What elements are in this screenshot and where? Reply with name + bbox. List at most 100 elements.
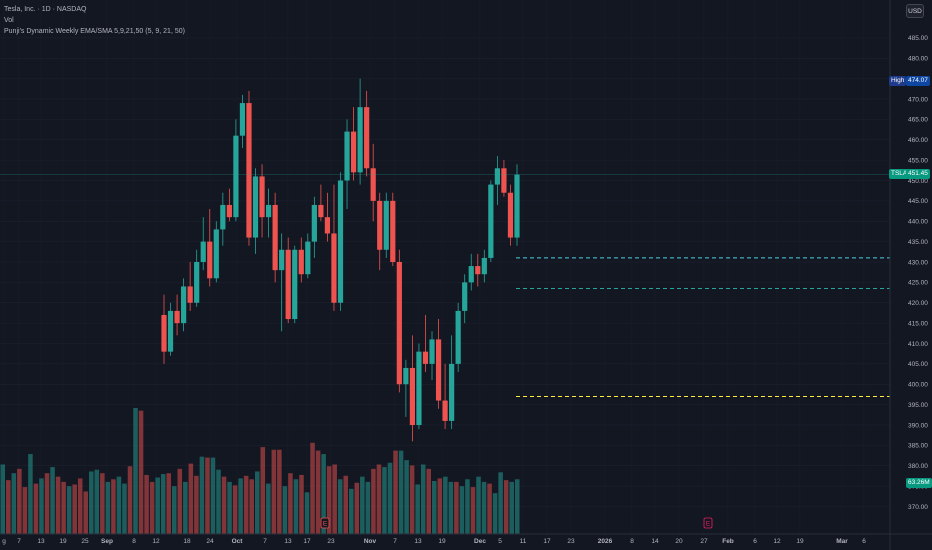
- time-tick-label: 8: [132, 538, 136, 545]
- volume-bar: [44, 473, 50, 534]
- volume-bar: [55, 476, 61, 534]
- time-tick-label: 8: [630, 538, 634, 545]
- ma-levels: [516, 257, 890, 397]
- volume-bar: [465, 479, 470, 534]
- price-tick-label: 435.00: [908, 239, 928, 246]
- volume-label[interactable]: Vol: [4, 17, 14, 24]
- time-tick-label: 20: [675, 538, 683, 545]
- candle-body: [409, 367, 416, 425]
- volume-bar: [221, 476, 227, 534]
- price-tick-label: 450.00: [908, 178, 928, 185]
- earnings-marker-icon: [320, 517, 330, 529]
- time-tick-label: 6: [753, 538, 757, 545]
- volume-bar: [448, 481, 454, 534]
- candle-body: [167, 310, 174, 352]
- volume-bar: [332, 464, 337, 534]
- currency-button[interactable]: USD: [906, 4, 924, 18]
- time-tick-label: 19: [59, 538, 67, 545]
- high-value-tag: 474.07: [906, 76, 930, 86]
- candle-body: [292, 249, 298, 320]
- volume-bar: [349, 488, 354, 534]
- volume-value-tag: 63.26M: [906, 478, 932, 488]
- candle-body: [318, 204, 324, 218]
- volume-bar: [365, 481, 371, 534]
- time-tick-label: 5: [498, 538, 502, 545]
- candle-body: [514, 174, 520, 238]
- volume-bar: [326, 466, 332, 534]
- candle-body: [357, 107, 363, 173]
- candle-body: [200, 241, 206, 262]
- candle-body: [488, 184, 494, 258]
- candle-body: [233, 135, 239, 218]
- volume-bar: [315, 450, 321, 534]
- candle-body: [337, 180, 344, 303]
- volume-bar: [100, 473, 105, 534]
- candlesticks: [161, 78, 520, 442]
- volume-bar: [72, 484, 77, 534]
- volume-bar: [514, 479, 520, 534]
- candle-body: [449, 363, 455, 421]
- indicator-label[interactable]: Punji's Dynamic Weekly EMA/SMA 5,9,21,50…: [4, 28, 185, 35]
- price-tick-label: 370.00: [908, 504, 928, 511]
- symbol-title[interactable]: Tesla, Inc. · 1D · NASDAQ: [4, 6, 87, 13]
- candle-body: [324, 217, 331, 234]
- time-tick-label: 11: [520, 538, 527, 545]
- price-tick-label: 395.00: [908, 402, 928, 409]
- last-price-tag: 451.45: [906, 169, 930, 179]
- candle-body: [239, 103, 246, 136]
- volume-bar: [382, 467, 387, 534]
- volume-bar: [459, 486, 465, 534]
- volume-bar: [288, 473, 293, 534]
- candle-body: [226, 204, 232, 218]
- volume-bar: [232, 485, 238, 534]
- candle-body: [390, 200, 396, 262]
- volume-bar: [371, 468, 376, 534]
- volume-bar: [398, 450, 404, 534]
- earnings-marker-icon: [703, 517, 713, 529]
- time-tick-label: 13: [284, 538, 292, 545]
- symbol-label: TSLA: [891, 170, 908, 177]
- time-tick-label: 14: [651, 538, 659, 545]
- time-tick-label: 17: [543, 538, 551, 545]
- volume-value: 63.26M: [908, 479, 930, 486]
- candle-body: [364, 107, 370, 169]
- volume-bar: [387, 462, 393, 534]
- candle-body: [396, 262, 402, 385]
- volume-bar: [249, 479, 254, 534]
- volume-bar: [254, 471, 260, 534]
- candle-body: [285, 249, 291, 320]
- volume-bars: [0, 408, 520, 534]
- volume-bar: [50, 467, 55, 534]
- price-tick-label: 415.00: [908, 320, 928, 327]
- volume-bar: [503, 480, 509, 534]
- volume-bar: [188, 463, 194, 534]
- time-tick-label: 23: [567, 538, 575, 545]
- high-value: 474.07: [908, 77, 928, 84]
- volume-bar: [487, 483, 492, 534]
- volume-bar: [149, 481, 155, 534]
- volume-bar: [260, 447, 266, 534]
- volume-bar: [481, 481, 487, 534]
- volume-bar: [238, 478, 243, 534]
- price-tick-label: 430.00: [908, 259, 928, 266]
- volume-bar: [443, 476, 448, 534]
- candle-body: [344, 131, 350, 181]
- price-tick-label: 465.00: [908, 117, 928, 124]
- volume-bar: [83, 491, 89, 534]
- volume-bar: [454, 481, 459, 534]
- volume-bar: [431, 481, 437, 534]
- volume-bar: [277, 449, 282, 534]
- price-tick-label: 400.00: [908, 382, 928, 389]
- volume-bar: [111, 479, 116, 534]
- price-tick-label: 425.00: [908, 280, 928, 287]
- time-tick-label: 7: [393, 538, 397, 545]
- volume-bar: [11, 473, 17, 534]
- volume-bar: [337, 479, 343, 534]
- price-tick-label: 480.00: [908, 56, 928, 63]
- candle-body: [213, 229, 219, 279]
- candle-body: [161, 314, 167, 352]
- time-tick-label: Oct: [232, 538, 244, 545]
- candle-body: [174, 310, 180, 324]
- time-tick-label: 6: [862, 538, 866, 545]
